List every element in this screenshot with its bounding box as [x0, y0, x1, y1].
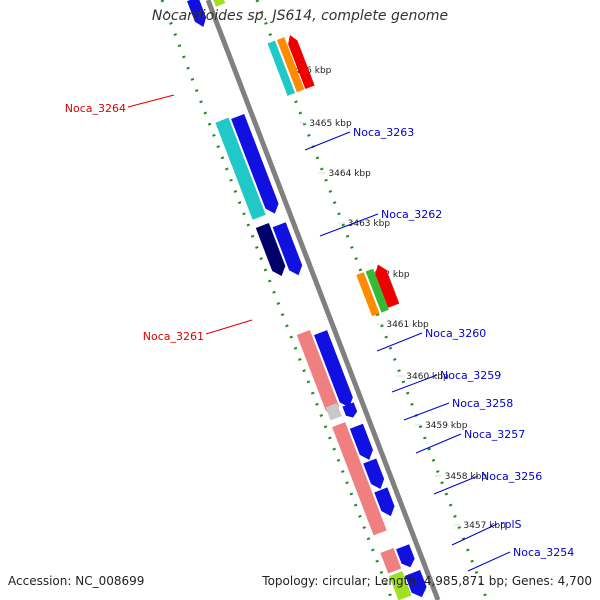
leader-line: [127, 94, 175, 108]
gene-block-top-lime-shape: [210, 0, 226, 7]
leader-line: [319, 213, 379, 237]
gene-block-noca-3260-blue: [313, 330, 353, 408]
gene-block-noca-3261-green: [365, 268, 389, 313]
topology-label: Topology:: [262, 574, 319, 588]
tick-label: 3462 kbp: [367, 270, 410, 280]
gene-block-noca-3258-blue-shape: [349, 423, 373, 460]
gene-block-noca-3262-navy: [255, 223, 286, 276]
gene-label-left: Noca_3264: [65, 102, 126, 115]
leader-line: [391, 374, 438, 393]
leader-line: [304, 131, 351, 151]
leader-line: [376, 332, 423, 352]
gene-block-noca-3261-orange: [356, 272, 380, 317]
gene-block-noca-3264-cyan: [267, 40, 296, 96]
gene-label-right: Noca_3256: [481, 470, 542, 483]
gene-block-noca-3261-red-shape: [375, 264, 400, 308]
gene-block-noca-3260-salmon-shape: [296, 329, 340, 412]
gene-block-noca-3264-orange-shape: [276, 37, 305, 93]
gene-block-rpls-salmon-shape: [380, 547, 402, 574]
leader-line: [205, 319, 253, 335]
gene-label-right: Noca_3257: [464, 428, 525, 441]
gene-block-noca-3263-cyan: [215, 117, 266, 220]
tick-label: 3464 kbp: [328, 169, 371, 179]
leader-line: [415, 433, 462, 454]
leader-line: [451, 523, 498, 546]
gene-block-rpls-blue-shape: [396, 544, 415, 568]
left-dotted-strand: [160, 0, 394, 600]
gene-label-right: Noca_3259: [440, 369, 501, 382]
gene-block-noca-3261-green-shape: [365, 268, 389, 313]
gene-block-noca-3258-blue: [349, 423, 373, 460]
gene-block-noca-3254-lime: [389, 571, 412, 600]
gene-block-noca-3264-orange: [276, 37, 305, 93]
tick-label: 3461 kbp: [386, 320, 429, 330]
tick-label: 3457 kbp: [463, 521, 506, 531]
gene-block-rpls-salmon: [380, 547, 402, 574]
gene-block-noca-3259-gray-shape: [325, 403, 342, 421]
tick-label: 3465 kbp: [309, 119, 352, 129]
gene-block-noca-3260-salmon: [296, 329, 340, 412]
gene-block-noca-3260-blue-shape: [313, 330, 353, 408]
tick-label: 3459 kbp: [425, 421, 468, 431]
length-value: 4,985,871 bp: [423, 574, 504, 588]
leader-line: [433, 475, 479, 495]
gene-label-right: Noca_3260: [425, 327, 486, 340]
gene-block-noca-3262-blue-shape: [272, 222, 303, 276]
gene-block-noca-3262-blue: [272, 222, 303, 276]
genome-title: Nocardioides sp. JS614, complete genome: [151, 8, 449, 24]
gene-label-right: rplS: [500, 518, 522, 531]
tick-label: 3466 kbp: [289, 66, 332, 76]
gene-block-noca-3257-salmon: [332, 422, 387, 536]
accession-label: Accession:: [8, 574, 72, 588]
gene-block-top-lime: [210, 0, 226, 7]
accession-value: NC_008699: [75, 574, 145, 588]
gene-block-noca-3254-blue: [405, 570, 427, 598]
genes-label: Genes:: [511, 574, 554, 588]
gene-label-right: Noca_3263: [353, 126, 414, 139]
gene-block-noca-3257-blue: [363, 458, 385, 490]
gene-block-noca-3259-blue-shape: [342, 402, 358, 418]
tick-label: 3463 kbp: [348, 219, 391, 229]
gene-block-top-blue: [187, 0, 207, 28]
leader-line: [403, 402, 450, 421]
backbone-strand: [205, 0, 441, 600]
leader-line: [467, 551, 511, 572]
gene-block-noca-3259-blue: [342, 402, 358, 418]
tick-label: 3458 kbp: [445, 472, 488, 482]
gene-label-left: Noca_3261: [143, 330, 204, 343]
gene-block-noca-3257-blue-shape: [363, 458, 385, 490]
gene-label-right: Noca_3258: [452, 397, 513, 410]
genes-value: 4,700: [557, 574, 592, 588]
tick-label: 3460 kbp: [406, 372, 449, 382]
gene-block-noca-3264-cyan-shape: [267, 40, 296, 96]
gene-block-rpls-blue: [396, 544, 415, 568]
gene-block-noca-3261-red: [375, 264, 400, 308]
gene-label-right: Noca_3254: [513, 546, 574, 559]
gene-label-right: Noca_3262: [381, 208, 442, 221]
gene-block-noca-3256-blue: [374, 487, 395, 517]
gene-block-top-blue-shape: [187, 0, 207, 28]
gene-block-noca-3259-gray: [325, 403, 342, 421]
gene-block-noca-3257-salmon-shape: [332, 422, 387, 536]
length-label: Length:: [374, 574, 421, 588]
accession-info: Accession: NC_008699: [8, 574, 144, 588]
gene-block-noca-3254-blue-shape: [405, 570, 427, 598]
gene-block-noca-3261-orange-shape: [356, 272, 380, 317]
gene-block-noca-3264-red: [288, 34, 315, 90]
gene-block-noca-3256-blue-shape: [374, 487, 395, 517]
gene-block-noca-3263-blue-shape: [231, 113, 279, 214]
genome-stats: Topology: circular; Length: 4,985,871 bp…: [262, 574, 592, 588]
gene-block-noca-3262-navy-shape: [255, 223, 286, 276]
gene-block-noca-3263-blue: [231, 113, 279, 214]
gene-block-noca-3264-red-shape: [288, 34, 315, 90]
gene-block-noca-3263-cyan-shape: [215, 117, 266, 220]
gene-block-noca-3254-lime-shape: [389, 571, 412, 600]
topology-value: circular: [322, 574, 367, 588]
